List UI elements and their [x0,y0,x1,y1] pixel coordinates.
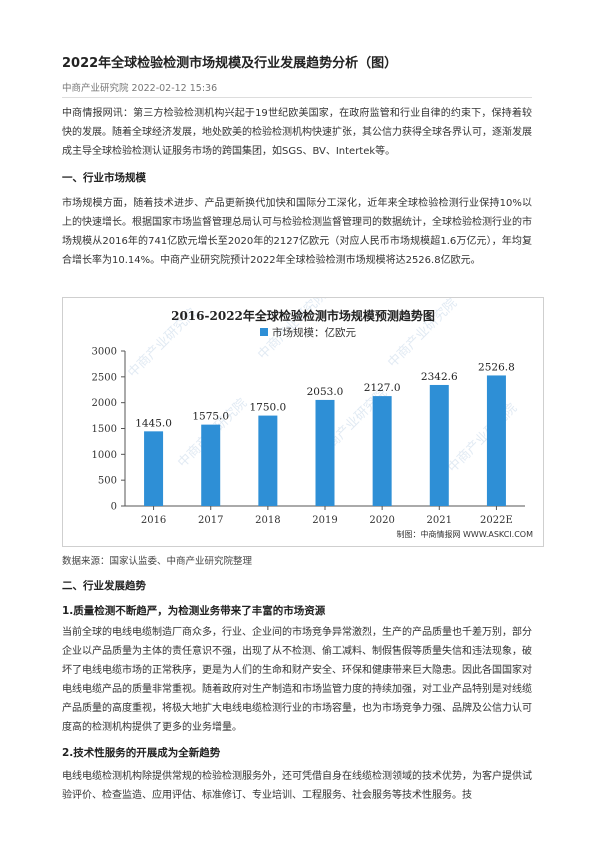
y-tick-label: 2500 [92,372,117,383]
x-tick-label: 2016 [141,515,166,526]
bar [429,384,449,506]
data-source-note: 数据来源：国家认监委、中商产业研究院整理 [62,556,253,567]
x-tick-label: 2020 [369,515,394,526]
data-label: 1575.0 [192,411,229,423]
chart-bars: 1445.0 2016 1575.0 2017 1750.0 2018 2053.0 2019… [135,361,515,526]
x-tick-label: 2017 [198,515,223,526]
data-label: 2342.6 [421,371,458,383]
article-source-date: 中商产业研究院 2022-02-12 15:36 [62,83,218,94]
subsection-heading-quality: 1.质量检测不断趋严，为检测业务带来了丰富的市场资源 [62,605,326,617]
bar [258,415,278,506]
bar [144,431,164,506]
chart-footer: 制图：中商情报网 WWW.ASKCI.COM [396,529,533,539]
technical-services-paragraph: 电线电缆检测机构除提供常规的检验检测服务外，还可凭借自身在线缆检测领域的技术优势… [62,771,532,801]
bar [486,375,506,506]
chart-title: 2016-2022年全球检验检测市场规模预测趋势图 [171,308,435,323]
legend-label: 市场规模：亿欧元 [272,326,356,339]
y-tick-label: 2000 [92,398,117,409]
x-tick-label: 2021 [427,515,452,526]
data-label: 2526.8 [478,361,515,373]
intro-paragraph: 中商情报网讯：第三方检验检测机构兴起于19世纪欧美国家，在政府监管和行业自律的约… [62,108,532,157]
bar [315,399,335,506]
y-tick-label: 0 [111,502,117,513]
watermark-text: 中商产业研究院 [445,401,520,476]
chart-figure: 中商产业研究院中商产业研究院中商产业研究院中商产业研究院中商产业研究院中商产业研… [62,288,544,547]
y-tick-label: 500 [98,476,117,487]
bar [201,424,221,506]
article-title: 2022年全球检验检测市场规模及行业发展趋势分析（图） [62,56,398,71]
data-label: 2127.0 [364,382,401,394]
divider [62,97,532,98]
x-tick-label: 2019 [312,515,337,526]
legend-swatch [260,328,268,336]
x-tick-label: 2018 [255,515,280,526]
section-heading-market-size: 一、行业市场规模 [62,172,146,184]
bar-chart: 中商产业研究院中商产业研究院中商产业研究院中商产业研究院中商产业研究院中商产业研… [92,288,534,539]
subsection-heading-technical-services: 2.技术性服务的开展成为全新趋势 [62,747,221,759]
bar [372,396,392,506]
y-tick-label: 1500 [92,424,117,435]
y-tick-label: 3000 [92,347,117,358]
x-tick-label: 2022E [480,515,513,526]
market-size-paragraph: 市场规模方面，随着技术进步、产品更新换代加快和国际分工深化，近年来全球检验检测行… [62,198,532,266]
data-label: 1750.0 [249,402,286,414]
data-label: 2053.0 [307,386,344,398]
y-tick-label: 1000 [92,450,117,461]
section-heading-trends: 二、行业发展趋势 [62,580,146,592]
quality-paragraph: 当前全球的电线电缆制造厂商众多，行业、企业间的市场竞争异常激烈，生产的产品质量也… [62,627,532,733]
data-label: 1445.0 [135,417,172,429]
